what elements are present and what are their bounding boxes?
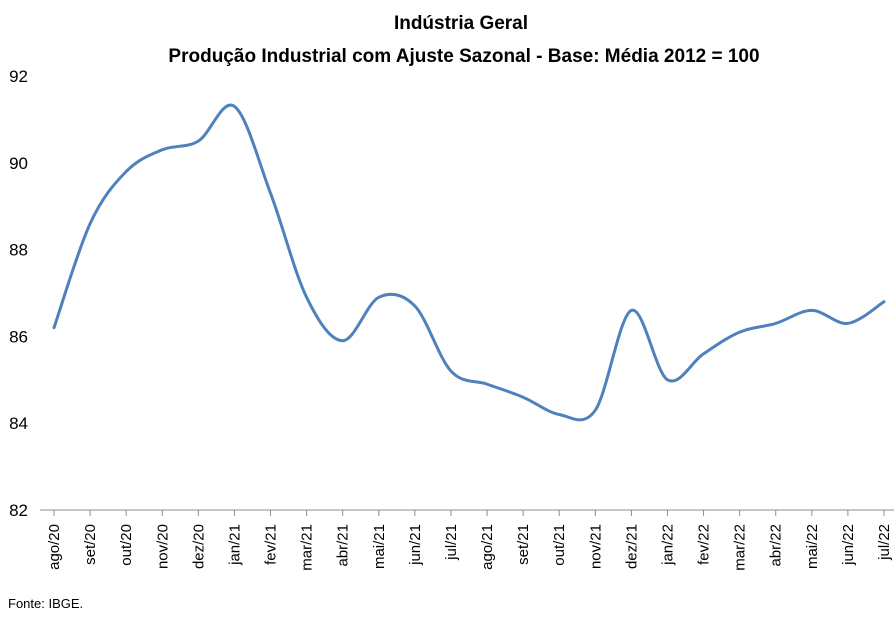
series-line xyxy=(52,103,886,422)
x-tick-label: abr/21 xyxy=(335,524,352,567)
x-tick-label: set/21 xyxy=(515,524,532,565)
data-point xyxy=(449,369,453,373)
chart-title: Indústria Geral xyxy=(394,13,528,34)
x-tick-label: nov/21 xyxy=(587,524,604,569)
data-point xyxy=(629,308,633,312)
x-tick-label: jan/21 xyxy=(226,524,243,566)
data-point xyxy=(52,326,56,330)
data-point xyxy=(377,295,381,299)
x-tick-label: mai/22 xyxy=(804,524,821,569)
data-point xyxy=(665,378,669,382)
data-point xyxy=(810,308,814,312)
y-tick-label: 90 xyxy=(9,154,28,173)
data-point xyxy=(88,222,92,226)
x-tick-label: set/20 xyxy=(82,524,99,565)
x-tick-label: fev/21 xyxy=(263,524,280,565)
data-point xyxy=(485,382,489,386)
data-point xyxy=(305,295,309,299)
data-point xyxy=(882,300,886,304)
x-tick-label: mar/21 xyxy=(299,524,316,571)
data-point xyxy=(846,321,850,325)
data-point xyxy=(124,169,128,173)
x-tick-label: jan/22 xyxy=(659,524,676,566)
data-point xyxy=(774,321,778,325)
y-tick-label: 84 xyxy=(9,414,28,433)
data-point xyxy=(160,148,164,152)
x-tick-label: jun/21 xyxy=(407,524,424,566)
chart-subtitle: Produção Industrial com Ajuste Sazonal -… xyxy=(168,46,759,67)
data-point xyxy=(557,413,561,417)
x-axis: ago/20 set/20 out/20 nov/20 dez/20 jan/21 fev/… xyxy=(40,509,894,571)
x-tick-label: ago/21 xyxy=(479,524,496,570)
data-point xyxy=(269,191,273,195)
x-tick-label: ago/20 xyxy=(46,524,63,570)
data-point xyxy=(521,395,525,399)
data-point xyxy=(738,330,742,334)
data-point xyxy=(232,104,236,108)
data-point xyxy=(702,352,706,356)
x-tick-label: mai/21 xyxy=(371,524,388,569)
x-tick-label: nov/20 xyxy=(154,524,171,569)
y-tick-label: 86 xyxy=(9,327,28,346)
y-tick-label: 88 xyxy=(9,241,28,260)
x-tick-label: out/20 xyxy=(118,524,135,566)
data-point xyxy=(593,408,597,412)
y-tick-label: 82 xyxy=(9,501,28,520)
data-point xyxy=(413,304,417,308)
x-tick-label: dez/20 xyxy=(190,524,207,569)
data-point xyxy=(196,139,200,143)
source-note: Fonte: IBGE. xyxy=(8,596,84,611)
x-tick-label: jul/21 xyxy=(443,524,460,561)
x-tick-label: jul/22 xyxy=(876,524,893,561)
x-tick-label: jun/22 xyxy=(840,524,857,566)
x-tick-label: dez/21 xyxy=(623,524,640,569)
data-point xyxy=(341,339,345,343)
x-tick-label: abr/22 xyxy=(768,524,785,567)
y-axis: 82 84 86 88 90 92 xyxy=(9,67,28,520)
x-tick-label: fev/22 xyxy=(696,524,713,565)
series-layer xyxy=(52,103,886,422)
y-tick-label: 92 xyxy=(9,67,28,86)
x-tick-label: out/21 xyxy=(551,524,568,566)
x-tick-label: mar/22 xyxy=(732,524,749,571)
